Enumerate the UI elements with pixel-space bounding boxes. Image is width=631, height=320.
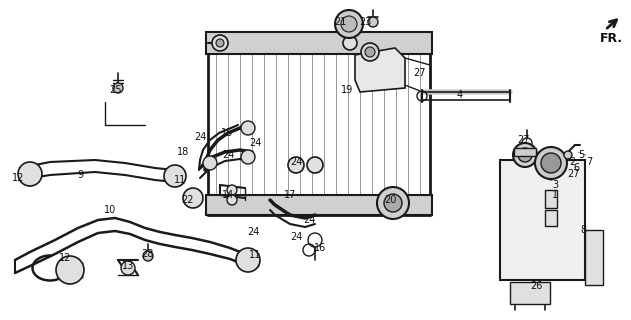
Text: 25: 25 <box>109 85 121 95</box>
Circle shape <box>121 261 135 275</box>
Circle shape <box>216 39 224 47</box>
Circle shape <box>236 248 260 272</box>
Text: 1: 1 <box>552 190 558 200</box>
Circle shape <box>288 157 304 173</box>
Text: 9: 9 <box>77 170 83 180</box>
Circle shape <box>384 194 402 212</box>
Text: 20: 20 <box>384 195 396 205</box>
Text: 15: 15 <box>221 128 233 138</box>
Text: 22: 22 <box>180 195 193 205</box>
Circle shape <box>365 47 375 57</box>
Circle shape <box>18 162 42 186</box>
Circle shape <box>518 148 532 162</box>
Text: 12: 12 <box>59 253 71 263</box>
Circle shape <box>241 150 255 164</box>
Circle shape <box>535 147 567 179</box>
Circle shape <box>343 36 357 50</box>
Text: 19: 19 <box>341 85 353 95</box>
Text: 18: 18 <box>177 147 189 157</box>
Bar <box>545 210 557 226</box>
Text: 24: 24 <box>303 215 316 225</box>
Text: 27: 27 <box>518 135 530 145</box>
Bar <box>206 195 432 215</box>
Text: 8: 8 <box>580 225 586 235</box>
Text: 2: 2 <box>569 157 575 167</box>
Polygon shape <box>355 48 405 92</box>
Text: 27: 27 <box>414 68 427 78</box>
Bar <box>206 32 432 54</box>
Text: 13: 13 <box>122 261 134 271</box>
Text: 6: 6 <box>573 163 579 173</box>
Circle shape <box>307 157 323 173</box>
Text: 24: 24 <box>249 138 261 148</box>
Circle shape <box>143 251 153 261</box>
Circle shape <box>113 83 123 93</box>
Text: 21: 21 <box>334 17 346 27</box>
Bar <box>510 282 550 304</box>
Bar <box>514 148 536 156</box>
Text: 17: 17 <box>284 190 296 200</box>
Circle shape <box>56 256 84 284</box>
Circle shape <box>183 188 203 208</box>
Circle shape <box>564 151 572 159</box>
Bar <box>585 230 603 285</box>
Circle shape <box>227 195 237 205</box>
Text: 10: 10 <box>104 205 116 215</box>
Text: 12: 12 <box>12 173 24 183</box>
Circle shape <box>212 35 228 51</box>
Circle shape <box>227 185 237 195</box>
Text: 23: 23 <box>359 17 371 27</box>
Text: 3: 3 <box>552 180 558 190</box>
Text: 16: 16 <box>314 243 326 253</box>
Text: 26: 26 <box>530 281 542 291</box>
Text: 24: 24 <box>194 132 206 142</box>
Circle shape <box>241 121 255 135</box>
Circle shape <box>513 143 537 167</box>
Circle shape <box>361 43 379 61</box>
Text: 24: 24 <box>290 232 302 242</box>
Circle shape <box>341 16 357 32</box>
Text: 24: 24 <box>290 157 302 167</box>
Text: 7: 7 <box>586 157 592 167</box>
Text: 5: 5 <box>578 150 584 160</box>
Bar <box>500 160 585 280</box>
Circle shape <box>203 156 217 170</box>
Text: 11: 11 <box>249 250 261 260</box>
Text: 24: 24 <box>247 227 259 237</box>
Bar <box>545 190 557 208</box>
Circle shape <box>377 187 409 219</box>
Text: FR.: FR. <box>600 32 623 45</box>
Text: 14: 14 <box>222 190 234 200</box>
Text: 4: 4 <box>457 90 463 100</box>
Text: 28: 28 <box>141 249 153 259</box>
Text: 27: 27 <box>568 169 581 179</box>
Text: 24: 24 <box>222 150 234 160</box>
Text: 11: 11 <box>174 175 186 185</box>
Circle shape <box>164 165 186 187</box>
Circle shape <box>368 17 378 27</box>
Circle shape <box>541 153 561 173</box>
Circle shape <box>335 10 363 38</box>
